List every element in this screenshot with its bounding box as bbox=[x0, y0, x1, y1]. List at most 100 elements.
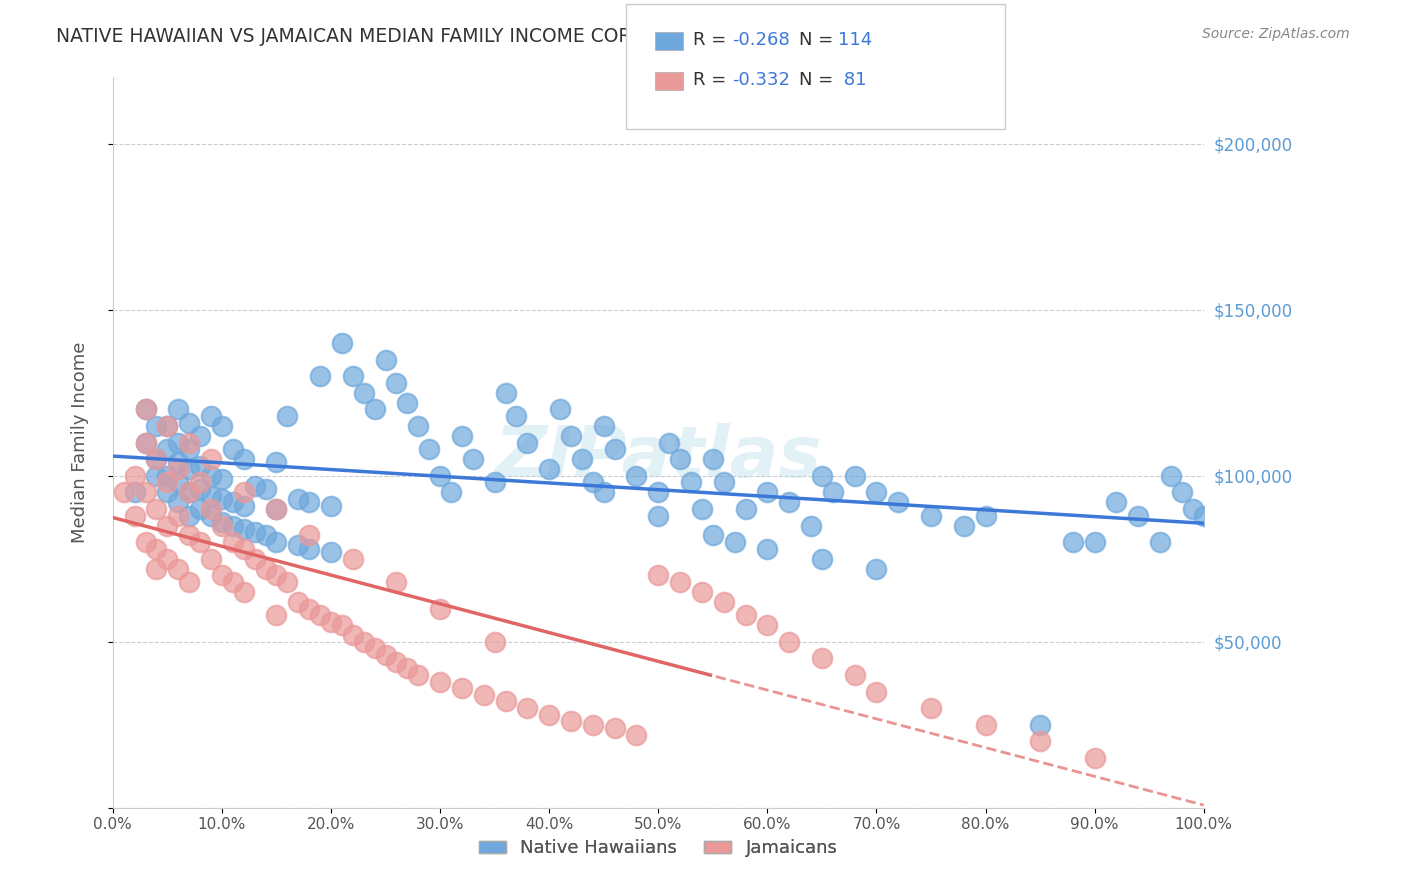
Point bbox=[179, 416, 201, 430]
Point bbox=[472, 688, 495, 702]
Point bbox=[145, 452, 167, 467]
Point bbox=[309, 369, 332, 384]
Point bbox=[319, 499, 342, 513]
Point bbox=[167, 475, 190, 490]
Point bbox=[734, 608, 756, 623]
Point bbox=[243, 551, 266, 566]
Point bbox=[287, 595, 309, 609]
Point bbox=[135, 485, 157, 500]
Point bbox=[330, 618, 353, 632]
Point bbox=[211, 491, 233, 506]
Point bbox=[1171, 485, 1194, 500]
Point bbox=[167, 402, 190, 417]
Point bbox=[135, 535, 157, 549]
Point bbox=[276, 574, 298, 589]
Point bbox=[811, 651, 834, 665]
Point bbox=[145, 452, 167, 467]
Point bbox=[112, 485, 135, 500]
Point bbox=[690, 585, 713, 599]
Point bbox=[342, 369, 364, 384]
Point bbox=[592, 419, 614, 434]
Point bbox=[669, 452, 692, 467]
Point bbox=[200, 409, 222, 423]
Point bbox=[1084, 751, 1107, 765]
Text: ZIPatlas: ZIPatlas bbox=[495, 423, 823, 491]
Point bbox=[658, 435, 681, 450]
Point bbox=[734, 502, 756, 516]
Point bbox=[243, 479, 266, 493]
Point bbox=[626, 728, 648, 742]
Point bbox=[920, 508, 942, 523]
Point bbox=[330, 336, 353, 351]
Point bbox=[298, 541, 321, 556]
Point bbox=[385, 655, 408, 669]
Point bbox=[702, 452, 724, 467]
Point bbox=[571, 452, 593, 467]
Point bbox=[156, 419, 179, 434]
Text: 114: 114 bbox=[838, 31, 872, 49]
Point bbox=[1062, 535, 1084, 549]
Point bbox=[1105, 495, 1128, 509]
Point bbox=[429, 674, 451, 689]
Point bbox=[920, 701, 942, 715]
Point bbox=[276, 409, 298, 423]
Point bbox=[287, 491, 309, 506]
Point bbox=[484, 634, 506, 648]
Point bbox=[167, 495, 190, 509]
Point bbox=[179, 462, 201, 476]
Point bbox=[145, 541, 167, 556]
Point bbox=[538, 462, 561, 476]
Point bbox=[266, 502, 288, 516]
Text: R =: R = bbox=[693, 71, 733, 89]
Point bbox=[135, 402, 157, 417]
Point bbox=[713, 475, 735, 490]
Point bbox=[702, 528, 724, 542]
Point bbox=[1181, 502, 1204, 516]
Point bbox=[690, 502, 713, 516]
Point bbox=[865, 684, 887, 698]
Point bbox=[548, 402, 571, 417]
Point bbox=[778, 634, 800, 648]
Point bbox=[647, 485, 669, 500]
Point bbox=[811, 468, 834, 483]
Text: N =: N = bbox=[799, 31, 838, 49]
Point bbox=[669, 574, 692, 589]
Point bbox=[582, 475, 605, 490]
Point bbox=[844, 468, 866, 483]
Point bbox=[254, 528, 277, 542]
Point bbox=[222, 535, 245, 549]
Point bbox=[167, 462, 190, 476]
Point bbox=[1149, 535, 1171, 549]
Point bbox=[679, 475, 702, 490]
Point bbox=[865, 562, 887, 576]
Point bbox=[266, 502, 288, 516]
Point bbox=[287, 538, 309, 552]
Point bbox=[222, 495, 245, 509]
Point bbox=[374, 648, 396, 662]
Point bbox=[222, 442, 245, 457]
Point bbox=[188, 502, 211, 516]
Point bbox=[363, 641, 385, 656]
Point bbox=[952, 518, 974, 533]
Point bbox=[167, 508, 190, 523]
Point bbox=[396, 395, 419, 409]
Point bbox=[298, 601, 321, 615]
Point bbox=[254, 562, 277, 576]
Point bbox=[353, 634, 375, 648]
Point bbox=[1029, 734, 1052, 748]
Point bbox=[243, 525, 266, 540]
Point bbox=[179, 574, 201, 589]
Text: N =: N = bbox=[799, 71, 838, 89]
Point bbox=[124, 508, 146, 523]
Point bbox=[451, 429, 474, 443]
Point bbox=[495, 385, 517, 400]
Point bbox=[451, 681, 474, 696]
Text: -0.332: -0.332 bbox=[733, 71, 790, 89]
Point bbox=[200, 468, 222, 483]
Point bbox=[309, 608, 332, 623]
Point bbox=[124, 468, 146, 483]
Point bbox=[756, 541, 779, 556]
Point bbox=[516, 701, 538, 715]
Point bbox=[145, 468, 167, 483]
Point bbox=[232, 541, 254, 556]
